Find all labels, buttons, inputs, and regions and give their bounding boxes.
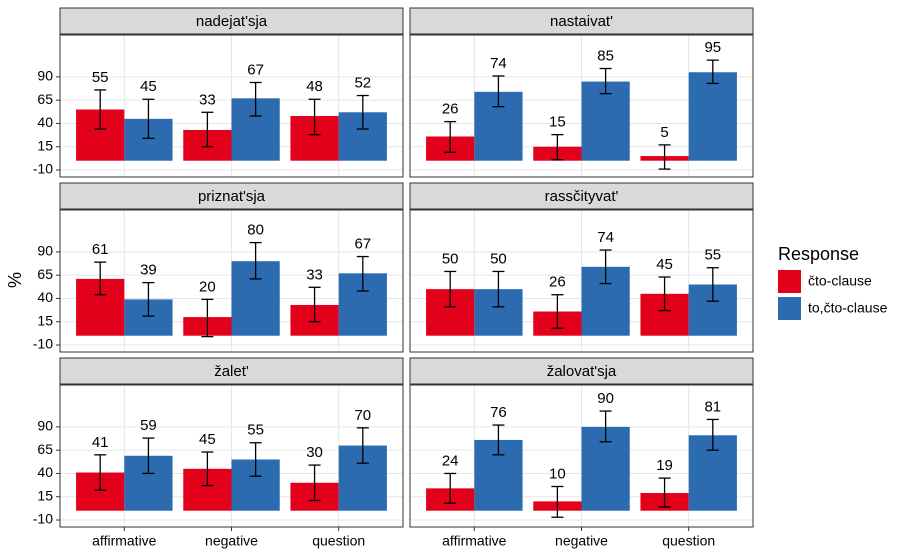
value-label: 52 <box>354 74 371 91</box>
y-tick-label: 40 <box>37 464 53 480</box>
panel-title: žalet' <box>214 363 249 380</box>
y-tick-label: 15 <box>37 487 53 503</box>
value-label: 67 <box>354 236 371 253</box>
x-tick-label: affirmative <box>92 533 157 549</box>
value-label: 26 <box>549 274 566 291</box>
strip <box>409 357 754 385</box>
y-tick-label: 65 <box>37 266 53 282</box>
value-label: 20 <box>199 278 216 295</box>
value-label: 67 <box>247 61 264 78</box>
value-label: 45 <box>656 256 673 273</box>
value-label: 41 <box>92 434 109 451</box>
y-tick-label: 90 <box>37 418 53 434</box>
value-label: 95 <box>704 39 721 56</box>
value-label: 15 <box>549 114 566 131</box>
panel-border <box>409 209 754 353</box>
y-tick-label: 65 <box>37 441 53 457</box>
value-label: 74 <box>490 55 507 72</box>
value-label: 74 <box>597 229 614 246</box>
bar <box>688 72 737 161</box>
value-label: 19 <box>656 457 673 474</box>
value-label: 10 <box>549 465 566 482</box>
panel-border <box>409 34 754 178</box>
y-tick-label: 40 <box>37 289 53 305</box>
value-label: 45 <box>199 431 216 448</box>
strip <box>59 182 404 210</box>
value-label: 39 <box>140 262 157 279</box>
panel-border <box>409 384 754 528</box>
y-tick-label: 15 <box>37 137 53 153</box>
value-label: 55 <box>92 69 109 86</box>
value-label: 55 <box>247 422 264 439</box>
value-label: 48 <box>306 78 323 95</box>
value-label: 50 <box>442 250 459 267</box>
strip <box>409 182 754 210</box>
panel-border <box>59 384 404 528</box>
value-label: 55 <box>704 247 721 264</box>
y-tick-label: -10 <box>33 161 53 177</box>
x-tick-label: affirmative <box>442 533 507 549</box>
value-label: 80 <box>247 222 264 239</box>
panel-title: priznat'sja <box>198 188 266 205</box>
value-label: 26 <box>442 101 459 118</box>
strip <box>59 357 404 385</box>
value-label: 24 <box>442 452 459 469</box>
value-label: 85 <box>597 47 614 64</box>
value-label: 76 <box>490 404 507 421</box>
y-axis-label: % <box>5 272 25 288</box>
legend-key <box>778 297 801 320</box>
value-label: 33 <box>199 91 216 108</box>
panel-title: rassčityvat' <box>545 188 619 205</box>
value-label: 70 <box>354 407 371 424</box>
value-label: 5 <box>660 124 668 141</box>
value-label: 30 <box>306 444 323 461</box>
panel-border <box>59 34 404 178</box>
y-tick-label: 65 <box>37 91 53 107</box>
panel-title: nastaivat' <box>550 13 613 30</box>
y-tick-label: 40 <box>37 114 53 130</box>
legend-label: to,čto-clause <box>808 300 888 316</box>
value-label: 59 <box>140 417 157 434</box>
value-label: 81 <box>704 398 721 415</box>
bar <box>581 81 630 161</box>
legend-label: čto-clause <box>808 273 872 289</box>
value-label: 33 <box>306 266 323 283</box>
panel-title: žalovat'sja <box>547 363 617 380</box>
panel-border <box>59 209 404 353</box>
x-tick-label: question <box>312 533 365 549</box>
value-label: 90 <box>597 390 614 407</box>
y-tick-label: 90 <box>37 68 53 84</box>
strip <box>59 7 404 35</box>
strip <box>409 7 754 35</box>
value-label: 50 <box>490 250 507 267</box>
value-label: 45 <box>140 78 157 95</box>
panel-title: nadejat'sja <box>196 13 268 30</box>
x-tick-label: negative <box>205 533 258 549</box>
y-tick-label: -10 <box>33 336 53 352</box>
legend-key <box>778 270 801 293</box>
y-tick-label: -10 <box>33 511 53 527</box>
value-label: 61 <box>92 241 109 258</box>
y-tick-label: 90 <box>37 243 53 259</box>
x-tick-label: negative <box>555 533 608 549</box>
legend-title: Response <box>778 244 859 264</box>
y-tick-label: 15 <box>37 312 53 328</box>
x-tick-label: question <box>662 533 715 549</box>
